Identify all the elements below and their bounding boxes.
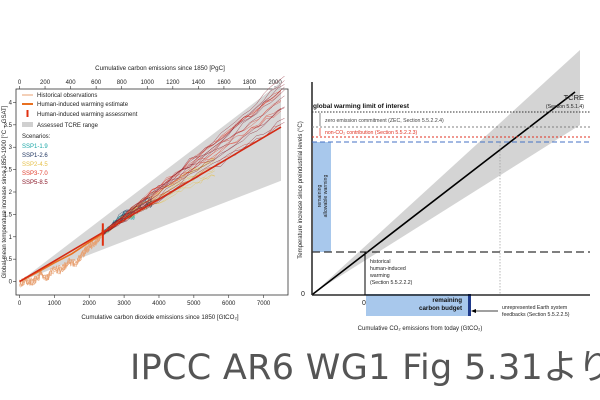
top-tick-label: 1200 (166, 80, 180, 86)
left-y-ticks: 0 0.5 1 1.5 2 2.5 3 3.5 4 (4, 100, 16, 286)
top-tick-label: 200 (40, 80, 51, 86)
left-top-ticks: 0 200 400 600 800 1000 1200 1400 1600 1800 2000 (18, 80, 282, 89)
y-tick-label: 1.5 (4, 212, 13, 218)
top-tick-label: 400 (66, 80, 77, 86)
legend-swatch-tcre (22, 122, 33, 127)
right-y-zero-label: 0 (301, 291, 305, 298)
unrepresented-label-2: feedbacks (Section 5.5.2.2.5) (502, 312, 570, 318)
x-tick-label: 6000 (222, 301, 236, 307)
historical-label-3: warming (370, 273, 390, 279)
y-tick-label: 3 (9, 145, 13, 151)
left-y-axis-label: Global mean temperature increase since 1… (2, 105, 8, 278)
budget-label-1: remaining (432, 297, 462, 304)
x-tick-label: 2000 (83, 301, 97, 307)
y-tick-label: 4 (9, 100, 13, 106)
legend-swatch-assessment (26, 110, 29, 117)
zec-label: zero emission commitment (ZEC, Section 5… (325, 118, 444, 124)
remaining-allowable-warming-bar (313, 142, 331, 252)
scenario-label-ssp370: SSP3-7.0 (22, 171, 48, 177)
y-tick-label: 0 (9, 280, 13, 286)
top-tick-label: 1600 (217, 80, 231, 86)
top-tick-label: 1400 (192, 80, 206, 86)
historical-label-4: (Section 5.5.2.2.2) (370, 280, 413, 286)
tcre-central-shape (19, 126, 282, 283)
unrepresented-label-1: unrepresented Earth system (502, 305, 567, 311)
scenario-trace (102, 89, 285, 236)
top-tick-label: 800 (117, 80, 128, 86)
x-tick-label: 5000 (187, 301, 201, 307)
top-tick-label: 0 (18, 80, 22, 86)
tcre-line (312, 91, 576, 295)
scenario-trace (102, 80, 285, 233)
scenario-trace (102, 106, 285, 232)
tcre-section-label: (Section 5.5.1.4) (546, 104, 584, 110)
scenario-trace (102, 86, 285, 235)
scenario-label-ssp126: SSP1-2.6 (22, 153, 48, 159)
historical-trace (19, 236, 102, 288)
remaining-warming-label-1: remaining (317, 184, 323, 207)
top-tick-label: 1800 (243, 80, 257, 86)
scenario-trace (102, 95, 285, 234)
scenario-trace (102, 107, 285, 234)
left-x-axis-label: Cumulative carbon dioxide emissions sinc… (81, 314, 238, 321)
legend-label-historical: Historical observations (37, 93, 97, 99)
non-co2-label: non-CO₂ contribution (Section 5.5.2.2.3) (325, 130, 418, 136)
x-tick-label: 1000 (48, 301, 62, 307)
historical-trace (19, 229, 102, 286)
scenario-label-ssp119: SSP1-1.9 (22, 144, 48, 150)
historical-label-2: human-induced (370, 266, 406, 272)
right-x-axis-label: Cumulative CO₂ emissions from today (GtC… (358, 326, 483, 332)
y-tick-label: 2 (9, 190, 13, 196)
figure-caption: IPCC AR6 WG1 Fig 5.31より (130, 348, 600, 388)
scenario-label-ssp585: SSP5-8.5 (22, 180, 48, 186)
unrepresented-feedback-arrowhead (471, 309, 476, 313)
budget-end-marker (468, 294, 471, 316)
x-tick-label: 0 (18, 301, 22, 307)
scenario-trace (102, 89, 282, 233)
top-tick-label: 1000 (141, 80, 155, 86)
legend-label-estimate: Human-induced warming estimate (37, 102, 129, 108)
scenario-label-ssp245: SSP2-4.5 (22, 162, 48, 168)
human-induced-estimate-line (19, 232, 104, 283)
tcre-range-band (19, 82, 281, 282)
tcre-label: TCRE (564, 93, 584, 102)
scenarios-title: Scenarios: (22, 134, 51, 140)
estimate-line (19, 232, 104, 283)
y-tick-label: 1 (9, 235, 13, 241)
remaining-warming-label-2: allowable warming (323, 175, 329, 218)
tcre-central-line (19, 126, 282, 283)
left-x-ticks: 0 1000 2000 3000 4000 5000 6000 7000 (18, 295, 271, 307)
y-tick-label: 0.5 (4, 257, 13, 263)
left-chart: Cumulative carbon emissions since 1850 [… (2, 65, 289, 321)
budget-label-2: carbon budget (419, 305, 462, 312)
right-diagram: Temperature increase since preindustrial… (298, 50, 590, 332)
right-x-zero-label: 0 (362, 300, 366, 307)
x-tick-label: 3000 (117, 301, 131, 307)
warming-limit-label: global warming limit of interest (313, 103, 410, 110)
x-tick-label: 7000 (257, 301, 271, 307)
y-tick-label: 3.5 (4, 123, 13, 129)
legend-label-tcre: Assessed TCRE range (37, 123, 99, 129)
historical-label-1: historical (370, 259, 390, 265)
historical-observations-line (19, 229, 102, 288)
top-tick-label: 600 (91, 80, 102, 86)
left-top-axis-label: Cumulative carbon emissions since 1850 [… (95, 65, 225, 72)
legend-label-assessment: Human-induced warming assessment (37, 112, 138, 118)
right-y-axis-label: Temperature increase since preindustrial… (298, 121, 304, 258)
x-tick-label: 4000 (152, 301, 166, 307)
tcre-uncertainty-cone (315, 50, 580, 292)
tcre-band-shape (19, 82, 281, 282)
left-legend: Historical observations Human-induced wa… (22, 93, 138, 186)
scenario-trace (102, 90, 282, 233)
y-tick-label: 2.5 (4, 168, 13, 174)
remaining-carbon-budget-bar (366, 294, 470, 316)
